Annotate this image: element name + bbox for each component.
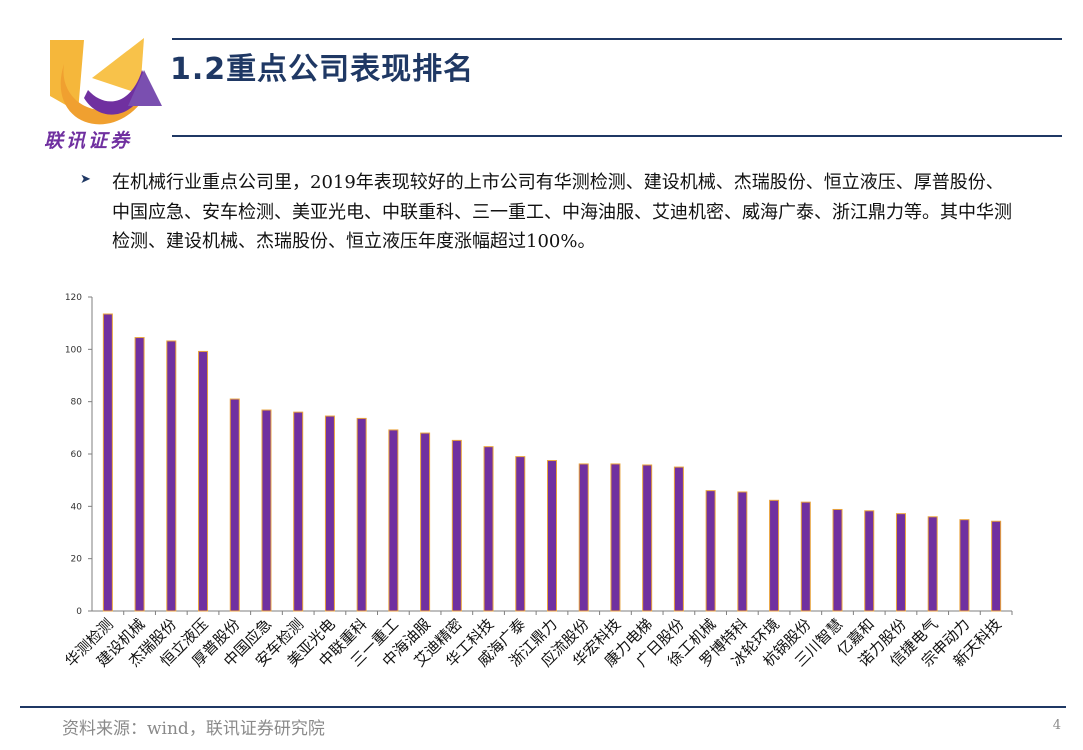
y-tick-label: 80 — [71, 398, 83, 408]
bar-10 — [388, 429, 399, 612]
bar-17 — [610, 463, 621, 612]
summary-bullet: ➤ 在机械行业重点公司里，2019年表现较好的上市公司有华测检测、建设机械、杰瑞… — [80, 168, 1020, 257]
bar-22 — [769, 499, 780, 612]
company-logo: 联讯证券 — [44, 34, 166, 152]
y-tick-label: 0 — [76, 607, 82, 617]
bar-24 — [832, 508, 843, 612]
bar-25 — [864, 510, 875, 612]
header-top-rule — [172, 38, 1062, 40]
bar-12 — [451, 439, 462, 612]
bar-5 — [229, 398, 240, 612]
bar-8 — [324, 415, 335, 612]
bar-18 — [642, 464, 653, 612]
bar-27 — [927, 516, 938, 612]
header-bottom-rule — [172, 135, 1062, 137]
arrow-bullet-icon: ➤ — [80, 172, 91, 187]
bar-28 — [959, 519, 970, 612]
bar-26 — [895, 513, 906, 612]
bar-3 — [166, 340, 177, 612]
bar-13 — [483, 446, 494, 612]
bar-15 — [547, 460, 557, 612]
footer-rule — [20, 706, 1066, 708]
bar-20 — [705, 490, 716, 612]
bar-7 — [293, 411, 304, 612]
bar-9 — [356, 417, 367, 612]
y-tick-label: 20 — [71, 555, 83, 565]
logo-mark-icon — [50, 38, 162, 125]
bar-chart: 020406080100120华测检测建设机械杰瑞股份恒立液压厚普股份中国应急安… — [62, 293, 1013, 670]
y-tick-label: 60 — [71, 450, 83, 460]
page-title: 1.2重点公司表现排名 — [170, 52, 475, 87]
bar-19 — [673, 466, 684, 612]
bar-21 — [737, 491, 748, 612]
y-tick-label: 100 — [65, 345, 82, 355]
y-tick-label: 120 — [65, 293, 82, 303]
bar-23 — [800, 501, 811, 612]
bar-2 — [134, 337, 145, 612]
bar-6 — [261, 409, 272, 612]
bar-14 — [515, 456, 526, 612]
page-number: 4 — [1052, 718, 1061, 733]
bar-11 — [420, 432, 431, 612]
bar-29 — [991, 520, 1002, 612]
summary-text: 在机械行业重点公司里，2019年表现较好的上市公司有华测检测、建设机械、杰瑞股份… — [112, 172, 1012, 252]
bar-1 — [102, 313, 113, 612]
bar-16 — [578, 463, 589, 612]
bar-4 — [198, 350, 209, 612]
source-note: 资料来源：wind，联讯证券研究院 — [62, 719, 325, 739]
company-name: 联讯证券 — [44, 130, 133, 152]
y-tick-label: 40 — [71, 502, 83, 512]
